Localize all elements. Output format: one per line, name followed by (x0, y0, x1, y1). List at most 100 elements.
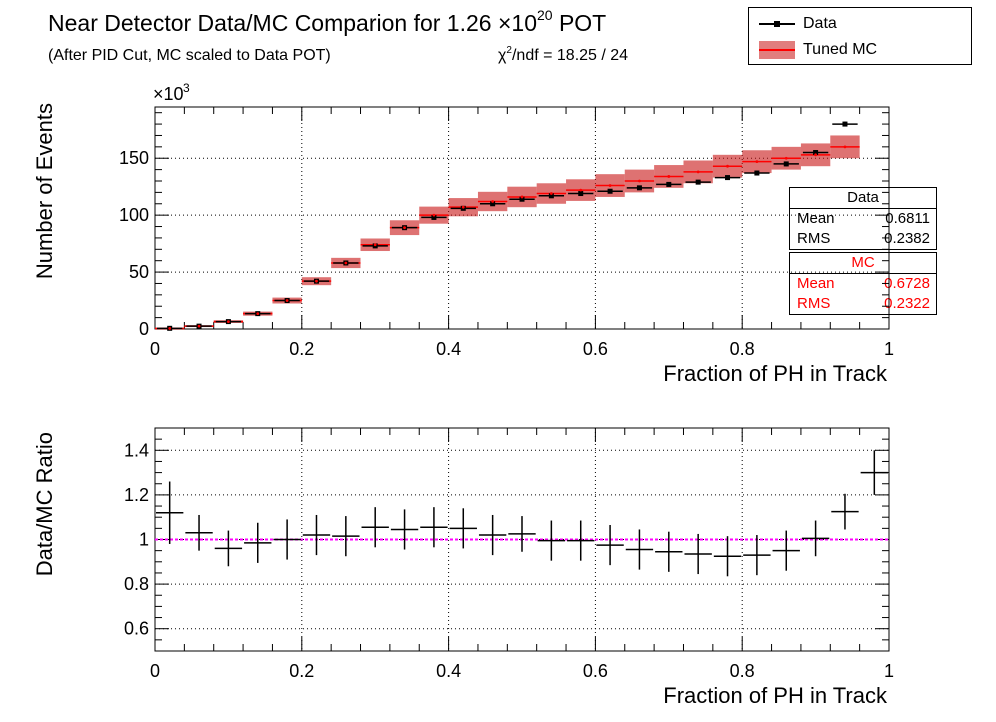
dist-xtick-label: 1 (884, 339, 894, 359)
chart-title: Near Detector Data/MC Comparion for 1.26… (48, 7, 607, 37)
stats-data-title: Data (790, 188, 936, 209)
legend-mc-label: Tuned MC (803, 41, 878, 58)
chart-subtitle: (After PID Cut, MC scaled to Data POT) (48, 47, 331, 64)
dist-ytick-label: 0 (139, 319, 149, 339)
mc-point (461, 205, 465, 209)
stats-mc-mean: Mean 0.6728 (790, 274, 936, 294)
stats-data-mean: Mean 0.6811 (790, 209, 936, 229)
stats-data-rms-label: RMS (797, 230, 831, 247)
title-unit: POT (552, 10, 607, 36)
ratio-ytick-label: 1.4 (124, 440, 149, 460)
legend-mc-marker (753, 40, 801, 60)
legend-entry-mc: Tuned MC (749, 38, 877, 62)
ratio-xtick-label: 0 (150, 661, 160, 681)
data-point (842, 121, 848, 127)
ratio-xtick-label: 0.8 (730, 661, 755, 681)
y-multiplier-exponent: 3 (183, 81, 190, 95)
dist-ytick-label: 150 (119, 148, 149, 168)
mc-point (256, 312, 260, 316)
ratio-ylabel: Data/MC Ratio (32, 432, 57, 576)
title-times: ×10 (497, 10, 537, 36)
stats-mc-title: MC (790, 253, 936, 274)
dist-ytick-label: 100 (119, 205, 149, 225)
title-exponent: 20 (536, 7, 553, 23)
data-point (754, 170, 760, 176)
stats-mc-rms-value: 0.2322 (884, 295, 930, 312)
data-point (578, 191, 584, 197)
chi2-exponent: 2 (506, 45, 512, 56)
stats-mc-mean-value: 0.6728 (884, 275, 930, 292)
dist-frame (154, 106, 890, 330)
data-point (783, 161, 789, 167)
stats-mc-rms: RMS 0.2322 (790, 294, 936, 314)
mc-point (432, 213, 436, 217)
data-point (725, 175, 731, 181)
legend-entry-data: Data (749, 12, 837, 36)
stats-box-mc: MC Mean 0.6728 RMS 0.2322 (789, 252, 937, 315)
mc-point (814, 153, 817, 157)
mc-point (168, 327, 172, 330)
chi2-symbol: χ (498, 47, 507, 64)
ratio-panel: 0 0.2 0.4 0.6 0.8 1 0.6 0.8 1 1.2 1.4 Fraction of P… (32, 427, 894, 708)
mc-point (549, 192, 553, 195)
mc-point (491, 200, 495, 203)
dist-xlabel: Fraction of PH in Track (663, 361, 888, 386)
dist-xtick-label: 0 (150, 339, 160, 359)
y-multiplier: ×10 (153, 84, 184, 104)
data-point (695, 179, 701, 185)
legend: Data Tuned MC (748, 7, 972, 65)
stats-mc-rms-label: RMS (797, 295, 831, 312)
mc-point (843, 145, 847, 149)
dist-xtick-label: 0.2 (289, 339, 314, 359)
title-text: Near Detector Data/MC Comparion for 1.26 (48, 10, 498, 36)
ratio-xtick-label: 0.6 (583, 661, 608, 681)
mc-point (726, 164, 729, 168)
ratio-xtick-label: 1 (884, 661, 894, 681)
data-point (607, 188, 613, 194)
mc-point (197, 324, 201, 328)
mc-point (667, 175, 671, 178)
mc-point (520, 195, 524, 199)
mc-point (755, 160, 759, 164)
data-point (519, 196, 525, 202)
chi2-text: /ndf = 18.25 / 24 (511, 47, 629, 64)
data-point (636, 185, 642, 191)
ratio-xtick-label: 0.2 (289, 661, 314, 681)
data-point (666, 181, 672, 187)
data-point (490, 201, 496, 207)
stats-box-data: Data Mean 0.6811 RMS 0.2382 (789, 187, 937, 250)
ratio-xlabel: Fraction of PH in Track (663, 683, 888, 708)
chi2-label: χ2/ndf = 18.25 / 24 (498, 45, 629, 65)
mc-point (579, 188, 583, 192)
dist-ylabel: Number of Events (32, 103, 57, 279)
data-point (548, 193, 554, 199)
mc-point (403, 226, 406, 230)
mc-point (315, 279, 318, 283)
data-point (431, 214, 437, 220)
ratio-ytick-label: 0.6 (124, 619, 149, 639)
ratio-ytick-label: 1 (139, 530, 149, 550)
stats-mc-mean-label: Mean (797, 275, 835, 292)
mc-point (227, 320, 230, 323)
stats-data-mean-label: Mean (797, 210, 835, 227)
mc-point (344, 261, 348, 265)
stats-data-mean-value: 0.6811 (885, 210, 930, 227)
mc-point (696, 170, 700, 174)
ratio-ytick-label: 0.8 (124, 574, 149, 594)
dist-xtick-label: 0.4 (436, 339, 461, 359)
ratio-xtick-label: 0.4 (436, 661, 461, 681)
legend-data-label: Data (803, 15, 837, 32)
data-point (813, 150, 819, 156)
mc-point (608, 184, 612, 187)
mc-point (638, 179, 641, 183)
dist-xtick-label: 0.6 (583, 339, 608, 359)
ratio-ytick-label: 1.2 (124, 485, 149, 505)
mc-point (373, 243, 377, 247)
stats-data-rms-value: 0.2382 (884, 230, 930, 247)
mc-point (784, 156, 788, 160)
legend-data-marker (753, 14, 801, 34)
distribution-panel: 0 0.2 0.4 0.6 0.8 1 0 50 100 150 Fraction of PH in… (32, 81, 894, 386)
mc-point (285, 299, 289, 302)
dist-ytick-label: 50 (129, 262, 149, 282)
